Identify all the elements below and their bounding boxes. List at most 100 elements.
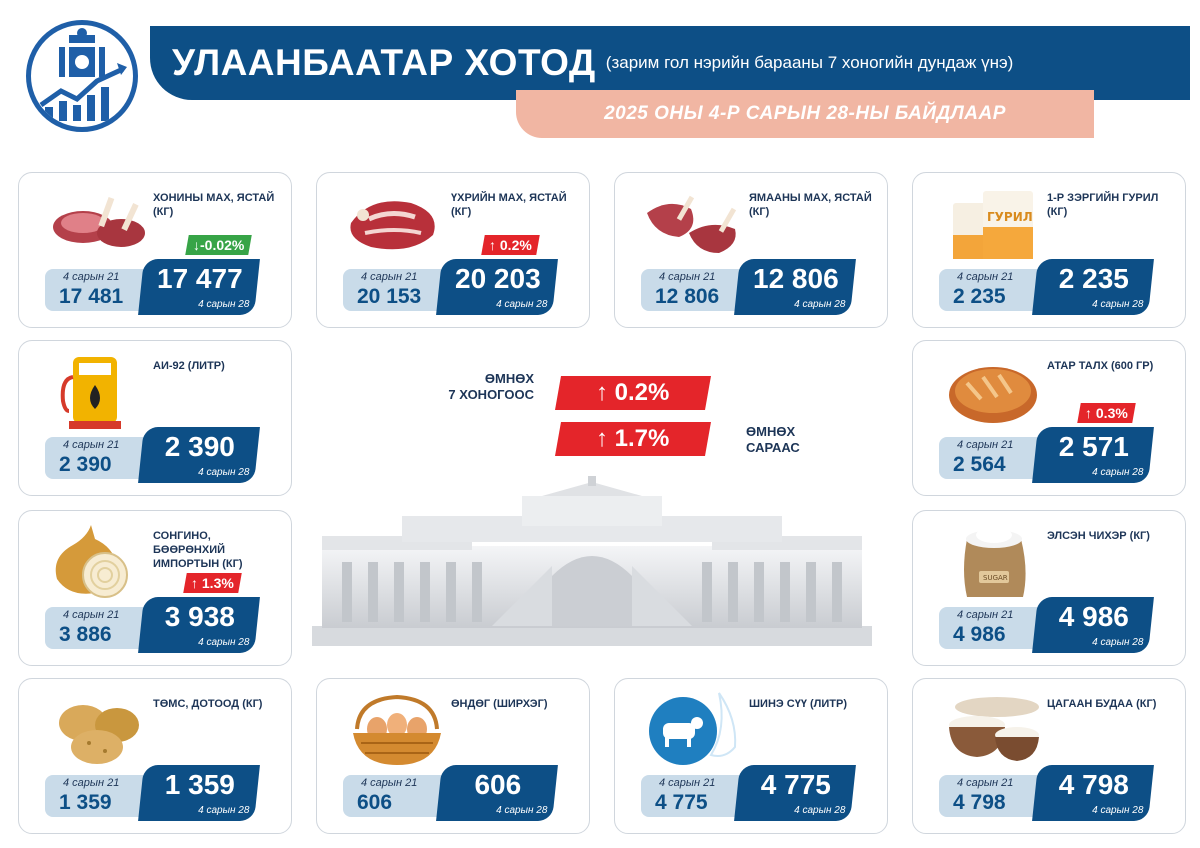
previous-price: 2 390	[59, 453, 112, 476]
change-value: ↑ 0.2%	[489, 237, 532, 253]
report-date: 2025 ОНЫ 4-Р САРЫН 28-НЫ БАЙДЛААР	[604, 103, 1006, 124]
previous-price: 17 481	[59, 285, 124, 308]
price-card: ГУРИЛ 1-Р ЗЭРГИЙН ГУРИЛ (КГ) 4 сарын 21 …	[912, 172, 1186, 328]
previous-price: 4 986	[953, 623, 1006, 646]
current-date: 4 сарын 28	[1091, 637, 1144, 648]
product-name: СОНГИНО, БӨӨРӨНХИЙ ИМПОРТЫН (КГ)	[153, 530, 243, 570]
previous-price-box: 4 сарын 21 3 886	[45, 607, 149, 649]
potato-icon	[43, 689, 153, 769]
current-date: 4 сарын 28	[793, 299, 846, 310]
previous-price: 4 798	[953, 791, 1006, 814]
rice-bowl-icon	[937, 689, 1047, 769]
price-card: SUGAR ЭЛСЭН ЧИХЭР (КГ) 4 сарын 21 4 986 …	[912, 510, 1186, 666]
product-name: ӨНДӨГ (ШИРХЭГ)	[451, 698, 548, 710]
current-price-box: 2 235 4 сарын 28	[1032, 259, 1154, 315]
previous-price-box: 4 сарын 21 2 564	[939, 437, 1043, 479]
previous-price-box: 4 сарын 21 12 806	[641, 269, 745, 311]
statistics-logo-icon	[26, 20, 138, 132]
previous-price-box: 4 сарын 21 4 798	[939, 775, 1043, 817]
price-card: ҮХРИЙН МАХ, ЯСТАЙ (КГ) 4 сарын 21 20 153…	[316, 172, 590, 328]
current-price-box: 20 203 4 сарын 28	[436, 259, 558, 315]
change-value: ↓-0.02%	[193, 237, 245, 253]
product-name: ҮХРИЙН МАХ, ЯСТАЙ (КГ)	[451, 192, 567, 218]
current-price-box: 2 390 4 сарын 28	[138, 427, 260, 483]
current-price-box: 12 806 4 сарын 28	[734, 259, 856, 315]
previous-price: 1 359	[59, 791, 112, 814]
current-price: 2 390	[164, 431, 235, 462]
price-card: ӨНДӨГ (ШИРХЭГ) 4 сарын 21 606 606 4 сары…	[316, 678, 590, 834]
change-badge: ↓-0.02%	[185, 235, 253, 255]
svg-text:ГУРИЛ: ГУРИЛ	[987, 210, 1033, 224]
month-label-line-2: САРААС	[746, 440, 800, 455]
week-label-line-1: ӨМНӨХ	[484, 371, 534, 386]
current-date: 4 сарын 28	[1091, 299, 1144, 310]
current-price: 20 203	[455, 263, 541, 294]
previous-price: 3 886	[59, 623, 112, 646]
previous-price-box: 4 сарын 21 4 775	[641, 775, 745, 817]
price-card: ХОНИНЫ МАХ, ЯСТАЙ (КГ) 4 сарын 21 17 481…	[18, 172, 292, 328]
change-badge: ↑ 0.3%	[1077, 403, 1136, 423]
current-price-box: 4 798 4 сарын 28	[1032, 765, 1154, 821]
product-name: 1-Р ЗЭРГИЙН ГУРИЛ (КГ)	[1047, 192, 1159, 218]
page-title: УЛААНБААТАР ХОТОД	[172, 42, 596, 83]
current-price: 3 938	[164, 601, 235, 632]
previous-price: 20 153	[357, 285, 422, 308]
change-badge: ↑ 1.3%	[183, 573, 242, 593]
product-name: АТАР ТАЛХ (600 ГР)	[1047, 360, 1154, 372]
price-card: СОНГИНО, БӨӨРӨНХИЙ ИМПОРТЫН (КГ) 4 сарын…	[18, 510, 292, 666]
beef-icon	[341, 183, 451, 263]
change-badge: ↑ 0.2%	[481, 235, 540, 255]
previous-price: 12 806	[655, 285, 720, 308]
current-price-box: 1 359 4 сарын 28	[138, 765, 260, 821]
current-date: 4 сарын 28	[197, 467, 250, 478]
previous-price-box: 4 сарын 21 2 390	[45, 437, 149, 479]
previous-date: 4 сарын 21	[63, 777, 120, 789]
previous-date: 4 сарын 21	[957, 439, 1014, 451]
change-value: ↑ 0.3%	[1085, 405, 1128, 421]
current-date: 4 сарын 28	[495, 299, 548, 310]
product-name: ЭЛСЭН ЧИХЭР (КГ)	[1047, 530, 1150, 542]
product-name: ЦАГААН БУДАА (КГ)	[1047, 698, 1157, 710]
current-price: 2 571	[1058, 431, 1129, 462]
price-card: ЯМААНЫ МАХ, ЯСТАЙ (КГ) 4 сарын 21 12 806…	[614, 172, 888, 328]
current-price-box: 606 4 сарын 28	[436, 765, 558, 821]
current-date: 4 сарын 28	[793, 805, 846, 816]
current-price-box: 4 986 4 сарын 28	[1032, 597, 1154, 653]
previous-date: 4 сарын 21	[659, 777, 716, 789]
product-name: ХОНИНЫ МАХ, ЯСТАЙ (КГ)	[153, 192, 275, 218]
price-card: ЦАГААН БУДАА (КГ) 4 сарын 21 4 798 4 798…	[912, 678, 1186, 834]
current-price: 4 986	[1058, 601, 1129, 632]
title-banner: УЛААНБААТАР ХОТОД (зарим гол нэрийн бара…	[150, 26, 1190, 100]
current-price: 12 806	[753, 263, 839, 294]
previous-date: 4 сарын 21	[361, 271, 418, 283]
week-change-badge: ↑ 0.2%	[555, 376, 711, 410]
previous-price-box: 4 сарын 21 2 235	[939, 269, 1043, 311]
week-change-value: ↑ 0.2%	[596, 379, 670, 406]
previous-price-box: 4 сарын 21 17 481	[45, 269, 149, 311]
date-banner: 2025 ОНЫ 4-Р САРЫН 28-НЫ БАЙДЛААР	[516, 90, 1094, 138]
flour-bag-icon: ГУРИЛ	[937, 183, 1047, 263]
current-date: 4 сарын 28	[197, 637, 250, 648]
current-price-box: 17 477 4 сарын 28	[138, 259, 260, 315]
current-price: 4 798	[1058, 769, 1129, 800]
current-price-box: 3 938 4 сарын 28	[138, 597, 260, 653]
previous-date: 4 сарын 21	[63, 439, 120, 451]
mutton-ribs-icon	[43, 183, 153, 263]
previous-date: 4 сарын 21	[957, 777, 1014, 789]
product-name: ЯМААНЫ МАХ, ЯСТАЙ (КГ)	[749, 192, 872, 218]
price-card: АТАР ТАЛХ (600 ГР) 4 сарын 21 2 564 2 57…	[912, 340, 1186, 496]
month-change-value: ↑ 1.7%	[596, 425, 670, 452]
week-label-line-2: 7 ХОНОГООС	[448, 387, 534, 402]
product-name: АИ-92 (ЛИТР)	[153, 360, 225, 372]
page-subtitle: (зарим гол нэрийн барааны 7 хоногийн дун…	[605, 53, 1014, 72]
previous-date: 4 сарын 21	[957, 271, 1014, 283]
price-card: ТӨМС, ДОТООД (КГ) 4 сарын 21 1 359 1 359…	[18, 678, 292, 834]
previous-price-box: 4 сарын 21 20 153	[343, 269, 447, 311]
current-date: 4 сарын 28	[1091, 805, 1144, 816]
milk-cow-icon	[639, 689, 749, 769]
previous-date: 4 сарын 21	[63, 271, 120, 283]
previous-price-box: 4 сарын 21 606	[343, 775, 447, 817]
change-value: ↑ 1.3%	[191, 575, 234, 591]
current-price: 606	[474, 769, 522, 800]
egg-basket-icon	[341, 689, 451, 769]
